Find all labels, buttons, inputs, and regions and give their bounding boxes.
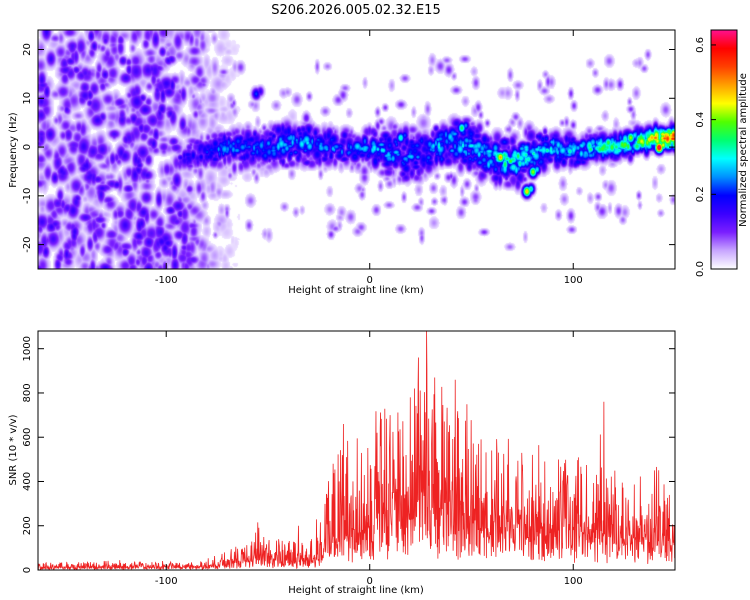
- spectrogram-x-axis-label: Height of straight line (km): [288, 285, 424, 296]
- snr-x-axis-label: Height of straight line (km): [288, 585, 424, 596]
- colorbar-tick-label: 0.6: [695, 37, 706, 53]
- colorbar-strip: [710, 29, 738, 270]
- colorbar-tick-label: 0.4: [695, 112, 706, 128]
- spectrogram-frame: [37, 29, 676, 270]
- colorbar-label: Normalized spectral amplitude: [738, 73, 749, 227]
- snr-y-tick-label: 0: [22, 567, 33, 573]
- snr-y-axis: 0 200 400 600 800 1000: [22, 336, 675, 573]
- snr-panel: -100 0 100 0 200 400 600 800 1000 Height of str…: [8, 330, 676, 596]
- spectrogram-y-tick-label: -10: [22, 188, 33, 204]
- spectrogram-y-tick-label: 10: [22, 92, 33, 105]
- spectrogram-image: [38, 30, 675, 269]
- snr-y-tick-label: 200: [22, 516, 33, 535]
- spectrogram-x-tick-label: 0: [367, 275, 373, 286]
- spectrogram-y-tick-label: -20: [22, 236, 33, 252]
- snr-x-tick-label: 100: [564, 576, 583, 587]
- snr-y-tick-label: 800: [22, 383, 33, 402]
- spectrogram-y-axis-label: Frequency (Hz): [8, 112, 19, 188]
- snr-y-tick-label: 1000: [22, 336, 33, 361]
- spectrogram-x-axis: -100 0 100: [155, 30, 583, 286]
- snr-line: [38, 331, 675, 570]
- spectrogram-y-tick-label: 20: [22, 43, 33, 56]
- colorbar-tick-label: 0.0: [695, 261, 706, 277]
- chart-title: S206.2026.005.02.32.E15: [271, 3, 440, 18]
- snr-frame: [37, 330, 676, 571]
- snr-x-tick-label: -100: [155, 576, 178, 587]
- colorbar-tick-label: 0.2: [695, 186, 706, 202]
- spectrogram-x-tick-label: 100: [564, 275, 583, 286]
- snr-x-axis: -100 0 100: [155, 331, 583, 587]
- snr-x-tick-label: 0: [367, 576, 373, 587]
- colorbar-axis: 0.0 0.2 0.4 0.6: [695, 37, 716, 277]
- spectrogram-image-holder: [38, 30, 675, 269]
- spectrogram-x-tick-label: -100: [155, 275, 178, 286]
- spectrogram-y-axis: 20 10 0 -10 -20: [22, 43, 675, 253]
- snr-y-tick-label: 600: [22, 428, 33, 447]
- spectrogram-y-tick-label: 0: [22, 144, 33, 150]
- snr-y-axis-label: SNR (10 * v/v): [8, 414, 19, 485]
- snr-y-tick-label: 400: [22, 472, 33, 491]
- colorbar: 0.0 0.2 0.4 0.6 Normalized spectral amplitu…: [695, 29, 749, 277]
